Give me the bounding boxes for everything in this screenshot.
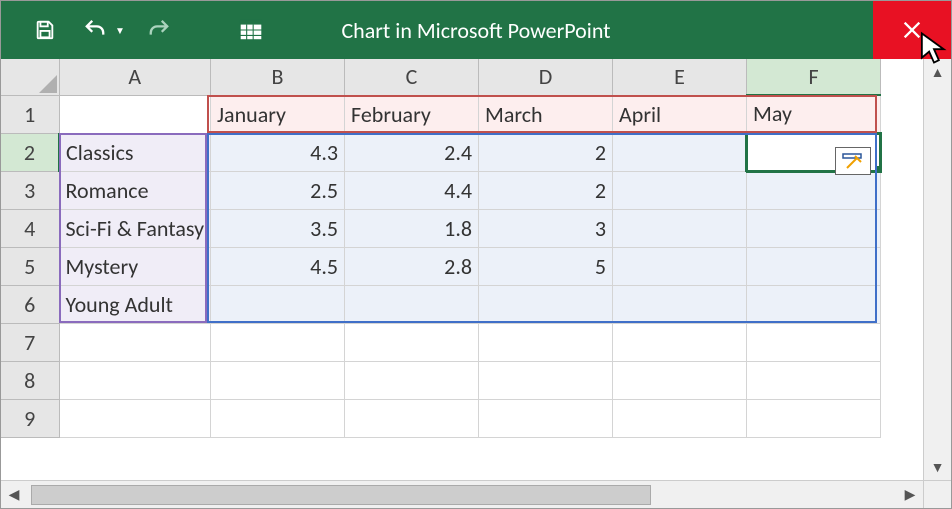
cell-C2[interactable]: 2.4: [345, 133, 479, 171]
titlebar: ▼ Chart in Microsoft PowerPoint: [1, 1, 951, 59]
row-header-6[interactable]: 6: [1, 285, 59, 323]
cell-D1[interactable]: March: [479, 95, 613, 133]
cell-D6[interactable]: [479, 285, 613, 323]
column-header-E[interactable]: E: [613, 59, 747, 95]
row-header-7[interactable]: 7: [1, 323, 59, 361]
cell-B5[interactable]: 4.5: [211, 247, 345, 285]
cell-F5[interactable]: [747, 247, 881, 285]
quick-access-toolbar: ▼: [1, 14, 267, 46]
scroll-right-icon[interactable]: ▶: [897, 481, 923, 508]
cell-C4[interactable]: 1.8: [345, 209, 479, 247]
scroll-up-icon[interactable]: ▲: [924, 59, 951, 85]
undo-dropdown-icon[interactable]: ▼: [115, 24, 125, 37]
cell-F4[interactable]: [747, 209, 881, 247]
cell-E1[interactable]: April: [613, 95, 747, 133]
smart-tag-icon[interactable]: [835, 147, 871, 175]
cell-A1[interactable]: [59, 95, 211, 133]
cell-F1[interactable]: May: [747, 95, 881, 133]
redo-icon[interactable]: [143, 14, 175, 46]
row-header-8[interactable]: 8: [1, 361, 59, 399]
vertical-scrollbar[interactable]: ▲ ▼: [923, 59, 951, 480]
save-icon[interactable]: [29, 14, 61, 46]
vscroll-track[interactable]: [924, 85, 951, 454]
spreadsheet: A B C D E F 1 January February March Apr…: [1, 59, 951, 482]
cell-C5[interactable]: 2.8: [345, 247, 479, 285]
row-header-5[interactable]: 5: [1, 247, 59, 285]
horizontal-scrollbar[interactable]: ◀ ▶: [1, 480, 923, 508]
column-header-A[interactable]: A: [59, 59, 211, 95]
cell-E6[interactable]: [613, 285, 747, 323]
row-header-9[interactable]: 9: [1, 399, 59, 437]
grid[interactable]: A B C D E F 1 January February March Apr…: [1, 59, 882, 438]
cell-B3[interactable]: 2.5: [211, 171, 345, 209]
cell-D4[interactable]: 3: [479, 209, 613, 247]
cell-D2[interactable]: 2: [479, 133, 613, 171]
cell-A7[interactable]: [59, 323, 211, 361]
cell-A6[interactable]: Young Adult: [59, 285, 211, 323]
cell-A4[interactable]: Sci-Fi & Fantasy: [59, 209, 211, 247]
select-all-corner[interactable]: [1, 59, 59, 95]
column-header-F[interactable]: F: [747, 59, 881, 95]
close-button[interactable]: [873, 1, 951, 59]
cell-F6[interactable]: [747, 285, 881, 323]
cell-E4[interactable]: [613, 209, 747, 247]
cell-E3[interactable]: [613, 171, 747, 209]
window-title: Chart in Microsoft PowerPoint: [341, 17, 610, 44]
cell-A5[interactable]: Mystery: [59, 247, 211, 285]
row-header-1[interactable]: 1: [1, 95, 59, 133]
row-header-4[interactable]: 4: [1, 209, 59, 247]
cell-D3[interactable]: 2: [479, 171, 613, 209]
cell-A2[interactable]: Classics: [59, 133, 211, 171]
cell-E2[interactable]: [613, 133, 747, 171]
scroll-down-icon[interactable]: ▼: [924, 454, 951, 480]
cell-F3[interactable]: [747, 171, 881, 209]
scroll-left-icon[interactable]: ◀: [1, 481, 27, 508]
close-icon: [901, 19, 923, 41]
undo-group: ▼: [79, 14, 125, 46]
row-header-2[interactable]: 2: [1, 133, 59, 171]
hscroll-thumb[interactable]: [31, 485, 651, 505]
scroll-corner: [923, 480, 951, 508]
cell-B4[interactable]: 3.5: [211, 209, 345, 247]
edit-data-icon[interactable]: [235, 14, 267, 46]
row-header-3[interactable]: 3: [1, 171, 59, 209]
undo-icon[interactable]: [79, 14, 111, 46]
cell-C3[interactable]: 4.4: [345, 171, 479, 209]
cell-D5[interactable]: 5: [479, 247, 613, 285]
cell-E5[interactable]: [613, 247, 747, 285]
cell-C1[interactable]: February: [345, 95, 479, 133]
cell-B1[interactable]: January: [211, 95, 345, 133]
column-header-B[interactable]: B: [211, 59, 345, 95]
cell-B6[interactable]: [211, 285, 345, 323]
cell-C6[interactable]: [345, 285, 479, 323]
column-header-D[interactable]: D: [479, 59, 613, 95]
cell-A3[interactable]: Romance: [59, 171, 211, 209]
cell-B2[interactable]: 4.3: [211, 133, 345, 171]
column-header-C[interactable]: C: [345, 59, 479, 95]
